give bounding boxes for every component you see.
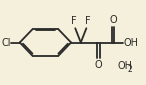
- Text: Cl: Cl: [1, 37, 11, 48]
- Text: O: O: [95, 60, 102, 70]
- Text: OH: OH: [118, 61, 133, 71]
- Text: O: O: [109, 15, 117, 25]
- Text: OH: OH: [124, 37, 139, 48]
- Text: F: F: [71, 16, 77, 26]
- Text: F: F: [85, 16, 91, 26]
- Text: 2: 2: [128, 65, 132, 74]
